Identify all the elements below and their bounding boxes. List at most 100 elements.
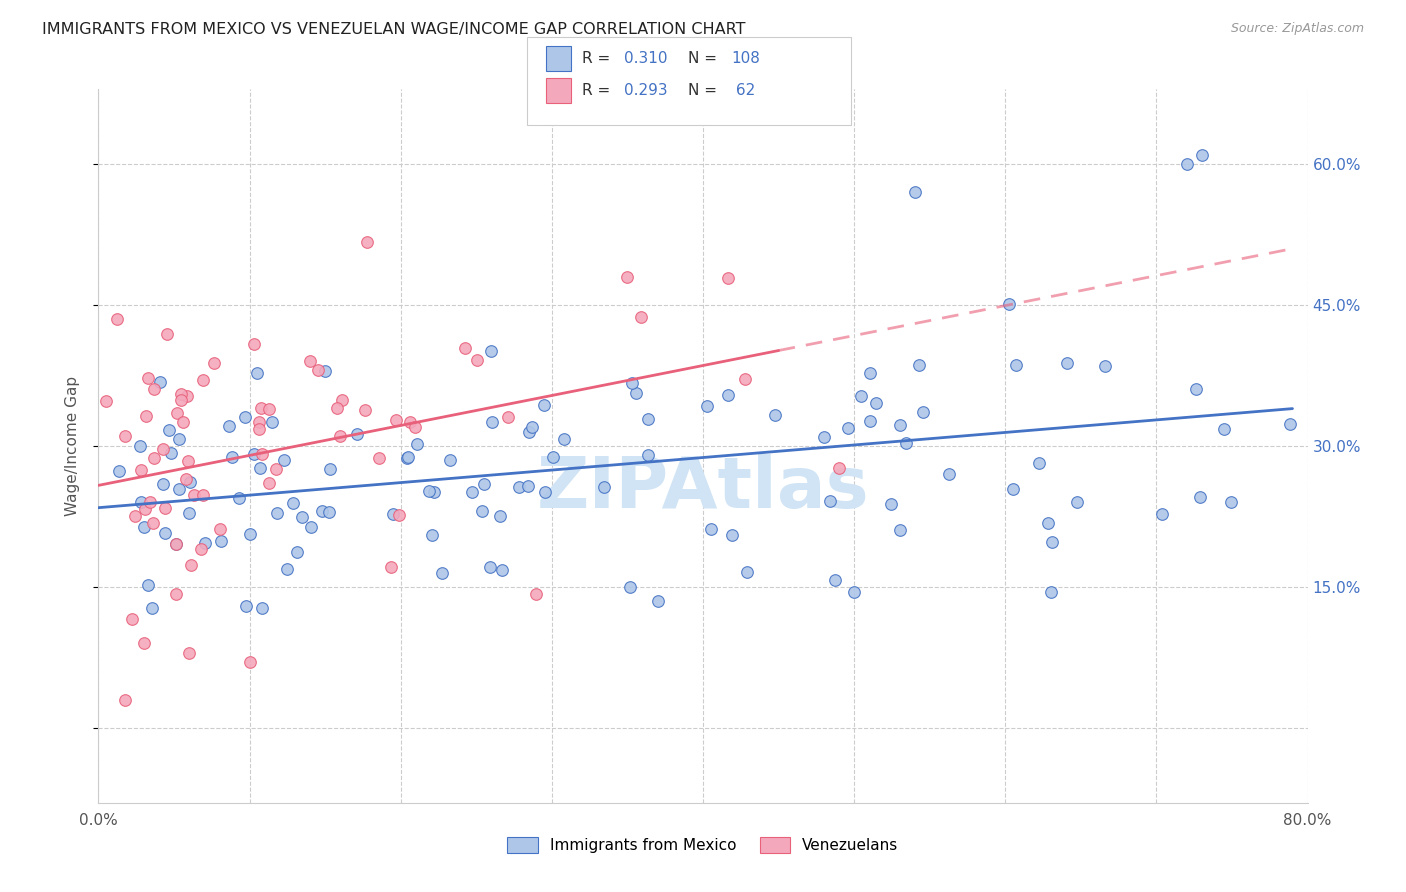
Point	[257, 401, 280, 416]
Point	[720, 528, 742, 542]
Point	[387, 508, 409, 522]
Point	[299, 353, 322, 368]
Point	[193, 488, 215, 502]
Point	[169, 432, 191, 446]
Point	[329, 429, 352, 443]
Point	[827, 460, 849, 475]
Point	[517, 479, 540, 493]
Point	[889, 523, 911, 537]
Text: 0.293: 0.293	[624, 83, 668, 97]
Point	[479, 560, 502, 574]
Point	[114, 428, 136, 442]
Point	[299, 520, 322, 534]
Point	[1150, 507, 1173, 521]
Point	[734, 372, 756, 386]
Point	[176, 472, 198, 486]
Point	[209, 534, 232, 549]
Point	[837, 421, 859, 435]
Point	[94, 394, 117, 409]
Point	[380, 560, 402, 574]
Point	[637, 412, 659, 426]
Point	[865, 396, 887, 410]
Point	[647, 594, 669, 608]
Point	[859, 366, 882, 380]
Point	[152, 477, 174, 491]
Point	[246, 367, 269, 381]
Point	[143, 451, 166, 466]
Point	[165, 537, 187, 551]
Point	[508, 480, 530, 494]
Point	[1039, 584, 1062, 599]
Point	[105, 311, 128, 326]
Point	[619, 580, 641, 594]
Point	[630, 310, 652, 324]
Point	[404, 420, 426, 434]
Point	[418, 484, 440, 499]
Point	[218, 418, 240, 433]
Point	[172, 415, 194, 429]
Point	[420, 528, 443, 542]
Point	[179, 646, 201, 660]
Point	[250, 401, 273, 415]
Point	[517, 425, 540, 439]
Point	[141, 600, 163, 615]
Point	[129, 439, 152, 453]
Point	[318, 505, 340, 519]
Point	[139, 495, 162, 509]
Point	[153, 526, 176, 541]
Point	[169, 392, 191, 407]
Point	[354, 403, 377, 417]
Point	[247, 415, 270, 429]
Point	[276, 562, 298, 576]
Point	[818, 494, 841, 508]
Point	[318, 461, 340, 475]
Point	[264, 462, 287, 476]
Point	[489, 508, 512, 523]
Point	[153, 501, 176, 516]
Point	[533, 398, 555, 412]
Point	[346, 427, 368, 442]
Point	[1004, 358, 1026, 372]
Point	[460, 485, 482, 500]
Point	[314, 364, 336, 378]
Point	[911, 405, 934, 419]
Point	[257, 475, 280, 490]
Point	[880, 498, 903, 512]
Point	[131, 463, 153, 477]
Point	[170, 387, 193, 401]
Point	[1185, 382, 1208, 396]
Point	[209, 522, 232, 536]
Point	[844, 584, 866, 599]
Point	[194, 536, 217, 550]
Point	[1220, 495, 1243, 509]
Point	[239, 655, 262, 669]
Point	[907, 359, 929, 373]
Point	[395, 450, 418, 465]
Point	[496, 410, 519, 425]
Point	[1279, 417, 1302, 431]
Point	[616, 270, 638, 285]
Point	[624, 386, 647, 401]
Point	[620, 376, 643, 391]
Point	[491, 563, 513, 577]
Point	[179, 507, 201, 521]
Point	[1040, 535, 1063, 549]
Point	[384, 412, 406, 426]
Point	[247, 422, 270, 436]
Point	[135, 409, 157, 423]
Text: 0.310: 0.310	[624, 52, 668, 66]
Point	[454, 341, 477, 355]
Point	[479, 344, 502, 359]
Point	[166, 406, 188, 420]
Text: R =: R =	[582, 52, 616, 66]
Point	[520, 420, 543, 434]
Point	[430, 566, 453, 580]
Point	[165, 587, 187, 601]
Point	[285, 545, 308, 559]
Point	[228, 491, 250, 505]
Point	[735, 565, 758, 579]
Point	[136, 370, 159, 384]
Point	[381, 507, 404, 521]
Point	[717, 388, 740, 402]
Point	[1038, 516, 1060, 530]
